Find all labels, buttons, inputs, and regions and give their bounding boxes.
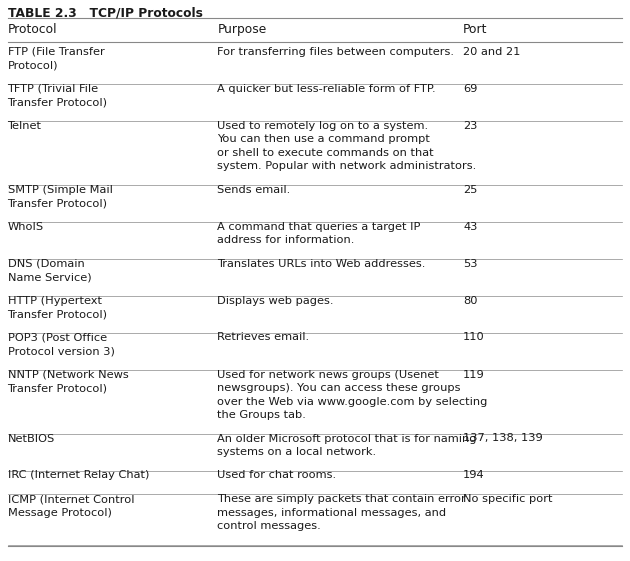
- Text: Used for chat rooms.: Used for chat rooms.: [217, 471, 336, 481]
- Text: NNTP (Network News
Transfer Protocol): NNTP (Network News Transfer Protocol): [8, 370, 129, 393]
- Text: Protocol: Protocol: [8, 23, 57, 36]
- Text: 137, 138, 139: 137, 138, 139: [463, 434, 543, 444]
- Text: TABLE 2.3   TCP/IP Protocols: TABLE 2.3 TCP/IP Protocols: [8, 6, 202, 19]
- Text: SMTP (Simple Mail
Transfer Protocol): SMTP (Simple Mail Transfer Protocol): [8, 185, 112, 208]
- Text: For transferring files between computers.: For transferring files between computers…: [217, 47, 454, 57]
- Text: Used to remotely log on to a system.
You can then use a command prompt
or shell : Used to remotely log on to a system. You…: [217, 121, 477, 171]
- Text: NetBIOS: NetBIOS: [8, 434, 55, 444]
- Text: Purpose: Purpose: [217, 23, 266, 36]
- Text: Telnet: Telnet: [8, 121, 42, 131]
- Text: 53: 53: [463, 259, 478, 269]
- Text: 194: 194: [463, 471, 484, 481]
- Text: 43: 43: [463, 222, 478, 232]
- Text: Retrieves email.: Retrieves email.: [217, 333, 309, 343]
- Text: Translates URLs into Web addresses.: Translates URLs into Web addresses.: [217, 259, 426, 269]
- Text: A quicker but less-reliable form of FTP.: A quicker but less-reliable form of FTP.: [217, 84, 436, 94]
- Text: DNS (Domain
Name Service): DNS (Domain Name Service): [8, 259, 91, 282]
- Text: TFTP (Trivial File
Transfer Protocol): TFTP (Trivial File Transfer Protocol): [8, 84, 108, 107]
- Text: 119: 119: [463, 370, 485, 379]
- Text: 110: 110: [463, 333, 485, 343]
- Text: 20 and 21: 20 and 21: [463, 47, 520, 57]
- Text: 23: 23: [463, 121, 478, 131]
- Text: Displays web pages.: Displays web pages.: [217, 296, 334, 306]
- Text: HTTP (Hypertext
Transfer Protocol): HTTP (Hypertext Transfer Protocol): [8, 296, 108, 319]
- Text: No specific port: No specific port: [463, 494, 553, 504]
- Text: Port: Port: [463, 23, 488, 36]
- Text: A command that queries a target IP
address for information.: A command that queries a target IP addre…: [217, 222, 421, 245]
- Text: WhoIS: WhoIS: [8, 222, 43, 232]
- Text: 69: 69: [463, 84, 478, 94]
- Text: 25: 25: [463, 185, 478, 195]
- Text: IRC (Internet Relay Chat): IRC (Internet Relay Chat): [8, 471, 149, 481]
- Text: POP3 (Post Office
Protocol version 3): POP3 (Post Office Protocol version 3): [8, 333, 115, 356]
- Text: FTP (File Transfer
Protocol): FTP (File Transfer Protocol): [8, 47, 105, 70]
- Text: Sends email.: Sends email.: [217, 185, 290, 195]
- Text: ICMP (Internet Control
Message Protocol): ICMP (Internet Control Message Protocol): [8, 494, 134, 518]
- Text: Used for network news groups (Usenet
newsgroups). You can access these groups
ov: Used for network news groups (Usenet new…: [217, 370, 488, 420]
- Text: These are simply packets that contain error
messages, informational messages, an: These are simply packets that contain er…: [217, 494, 466, 531]
- Text: 80: 80: [463, 296, 478, 306]
- Text: An older Microsoft protocol that is for naming
systems on a local network.: An older Microsoft protocol that is for …: [217, 434, 477, 457]
